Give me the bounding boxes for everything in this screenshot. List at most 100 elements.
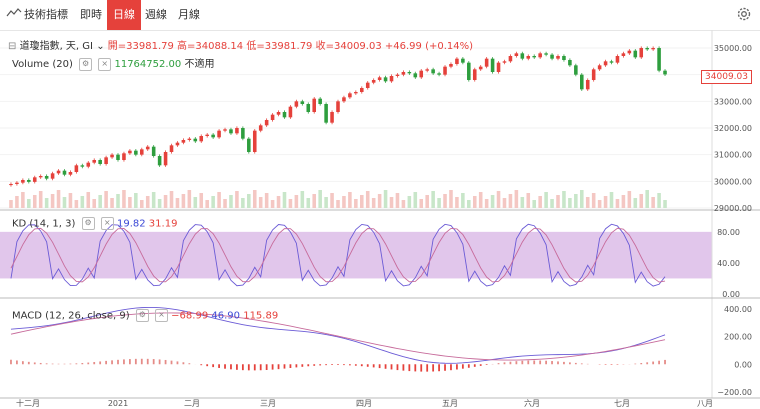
- settings-icon[interactable]: ⚙: [79, 57, 93, 71]
- candle-body: [585, 80, 590, 90]
- chart-area[interactable]: 35000.0034000.0033000.0032000.0031000.00…: [0, 30, 760, 409]
- macd-value: 46.90: [211, 310, 241, 322]
- volume-bar: [181, 194, 186, 208]
- candle-body: [211, 134, 215, 138]
- close-icon[interactable]: ×: [98, 57, 112, 71]
- candle-body: [318, 98, 322, 104]
- candle-body: [580, 74, 584, 90]
- volume-bar: [330, 193, 334, 208]
- settings-icon[interactable]: ⚙: [81, 217, 95, 230]
- volume-bar: [621, 195, 626, 208]
- candle-body: [324, 104, 328, 123]
- volume-bar: [437, 198, 441, 208]
- candle-body: [199, 136, 204, 142]
- volume-bar: [472, 196, 477, 208]
- volume-bar: [247, 194, 251, 208]
- volume-bar: [264, 193, 269, 208]
- volume-bar: [80, 196, 85, 208]
- tab-realtime[interactable]: 即時: [80, 8, 102, 21]
- volume-bar: [508, 194, 513, 208]
- candle-body: [633, 50, 638, 58]
- tab-monthly[interactable]: 月線: [178, 8, 200, 21]
- close-icon[interactable]: ×: [100, 217, 114, 230]
- volume-bar: [538, 196, 542, 208]
- candle-body: [223, 129, 227, 131]
- kd-tick-label: 40.00: [717, 259, 740, 268]
- volume-label: Volume (20): [12, 59, 73, 70]
- volume-bar: [496, 191, 501, 208]
- candle-body: [657, 48, 661, 71]
- candle-body: [496, 62, 501, 72]
- candle-body: [241, 128, 245, 139]
- volume-bar: [490, 195, 495, 208]
- candle-body: [455, 58, 459, 64]
- candle-body: [187, 138, 192, 140]
- candle-body: [181, 140, 186, 143]
- volume-bar: [86, 192, 91, 208]
- tab-daily[interactable]: 日線: [107, 0, 141, 30]
- candle-body: [621, 53, 626, 56]
- tab-weekly[interactable]: 週線: [145, 8, 167, 21]
- candle-body: [270, 114, 275, 120]
- time-axis-label: 二月: [184, 399, 200, 408]
- candle-body: [252, 130, 257, 152]
- candle-body: [276, 112, 281, 115]
- volume-bar: [128, 197, 132, 208]
- volume-bar: [663, 200, 667, 208]
- chevron-down-icon[interactable]: ⌄: [96, 41, 105, 52]
- current-price-tag: 34009.03: [701, 70, 752, 84]
- candle-body: [157, 156, 162, 166]
- time-axis-label: 四月: [356, 399, 372, 408]
- volume-bar: [633, 198, 638, 208]
- price-legend: ⊟ 道瓊指數, 天, GI ⌄ 開=33981.79 高=34088.14 低=…: [8, 37, 473, 52]
- indicators-button[interactable]: 技術指標: [6, 0, 68, 30]
- candle-body: [62, 170, 67, 175]
- volume-bar: [74, 200, 79, 208]
- candle-body: [312, 98, 316, 112]
- volume-bar: [27, 199, 31, 208]
- volume-bar: [56, 190, 61, 208]
- volume-bar: [449, 190, 453, 208]
- candle-body: [169, 145, 174, 152]
- collapse-icon[interactable]: ⊟: [8, 41, 17, 52]
- volume-bar: [574, 194, 578, 208]
- candle-body: [478, 66, 483, 70]
- candle-body: [597, 65, 602, 70]
- candle-body: [247, 138, 251, 152]
- candle-body: [449, 64, 453, 67]
- macd-tick-label: 400.00: [724, 305, 752, 314]
- candle-body: [526, 56, 531, 59]
- candle-body: [609, 61, 614, 63]
- volume-bar: [98, 195, 102, 208]
- candle-body: [544, 53, 548, 55]
- candle-body: [330, 112, 334, 123]
- volume-bar: [532, 200, 536, 208]
- volume-bar: [169, 191, 174, 208]
- volume-bar: [419, 199, 424, 208]
- candle-body: [591, 69, 596, 80]
- candle-body: [520, 53, 525, 59]
- candle-body: [574, 65, 578, 75]
- volume-bar: [550, 199, 554, 208]
- volume-bar: [431, 191, 435, 208]
- candle-body: [229, 129, 233, 134]
- volume-bar: [520, 197, 525, 208]
- volume-bar: [585, 197, 590, 208]
- candle-body: [490, 58, 495, 72]
- time-axis-label: 六月: [524, 398, 540, 408]
- candle-body: [68, 172, 73, 175]
- settings-gear-icon[interactable]: [736, 6, 752, 22]
- candle-body: [282, 112, 287, 118]
- close-icon[interactable]: ×: [154, 309, 168, 322]
- candle-body: [389, 76, 394, 82]
- candle-body: [300, 101, 305, 104]
- candle-body: [116, 154, 120, 160]
- volume-bar: [395, 193, 400, 208]
- candle-body: [645, 48, 649, 50]
- candle-body: [395, 74, 400, 76]
- settings-icon[interactable]: ⚙: [135, 309, 149, 322]
- volume-bar: [116, 194, 120, 208]
- volume-bar: [122, 190, 126, 208]
- macd-label: MACD (12, 26, close, 9): [12, 310, 130, 322]
- candle-body: [288, 106, 293, 118]
